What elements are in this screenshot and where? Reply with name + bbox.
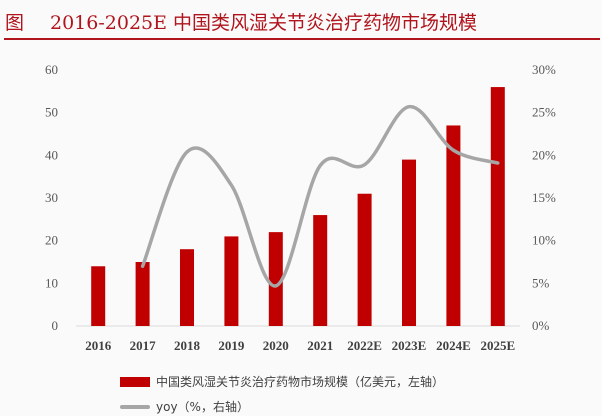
left-tick-label: 0 <box>52 318 59 333</box>
bar-2023E <box>402 159 416 326</box>
right-tick-label: 5% <box>532 275 550 290</box>
right-tick-label: 15% <box>532 190 556 205</box>
x-tick-label: 2025E <box>480 338 515 353</box>
left-tick-label: 60 <box>45 62 58 77</box>
right-tick-label: 25% <box>532 105 556 120</box>
x-tick-label: 2020 <box>263 338 289 353</box>
x-tick-label: 2017 <box>130 338 157 353</box>
bar-2025E <box>490 87 505 326</box>
legend-item-bar: 中国类风湿关节炎治疗药物市场规模（亿美元，左轴） <box>120 373 444 390</box>
left-tick-label: 30 <box>45 190 58 205</box>
bar-2016 <box>91 266 106 326</box>
bar-2022E <box>357 193 372 326</box>
left-tick-label: 10 <box>45 275 58 290</box>
yoy-line <box>140 104 500 288</box>
bar-2020 <box>268 232 283 326</box>
header-divider <box>4 38 600 40</box>
right-tick-label: 30% <box>532 62 556 77</box>
x-tick-label: 2024E <box>436 338 471 353</box>
x-tick-label: 2019 <box>218 338 245 353</box>
legend-label-bar: 中国类风湿关节炎治疗药物市场规模（亿美元，左轴） <box>156 375 445 389</box>
chart-title: 2016-2025E 中国类风湿关节炎治疗药物市场规模 <box>50 12 478 34</box>
right-tick-label: 10% <box>532 233 556 248</box>
x-tick-label: 2023E <box>392 338 427 353</box>
left-tick-label: 50 <box>45 105 58 120</box>
bar-2017 <box>135 262 150 326</box>
x-tick-label: 2016 <box>85 338 112 353</box>
right-tick-label: 20% <box>532 147 556 162</box>
legend-label-line: yoy（%，右轴） <box>156 400 249 414</box>
left-tick-label: 40 <box>45 147 58 162</box>
left-tick-label: 20 <box>45 233 58 248</box>
bar-2024E <box>446 125 461 326</box>
x-tick-label: 2022E <box>347 338 382 353</box>
right-tick-label: 0% <box>532 318 550 333</box>
bar-2019 <box>224 236 239 326</box>
x-tick-label: 2021 <box>307 338 333 353</box>
legend-swatch-bar <box>120 376 150 387</box>
x-tick-label: 2018 <box>174 338 201 353</box>
legend-item-line: yoy（%，右轴） <box>120 398 249 415</box>
legend-swatch-line <box>120 404 150 409</box>
figure-header: 图 2016-2025E 中国类风湿关节炎治疗药物市场规模 <box>0 0 602 40</box>
figure-label: 图 <box>5 12 25 34</box>
bar-2018 <box>180 249 194 326</box>
bar-2021 <box>313 215 328 326</box>
